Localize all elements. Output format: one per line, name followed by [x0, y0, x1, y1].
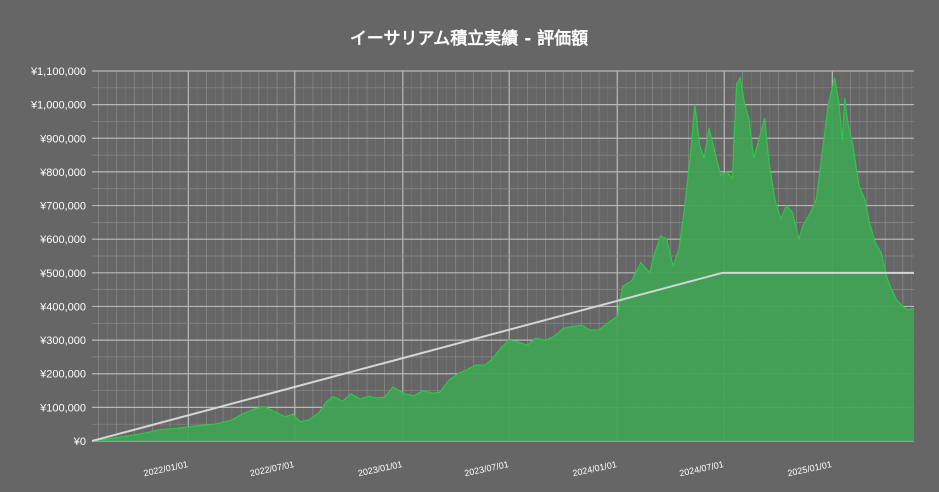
y-tick-label: ¥600,000 [39, 234, 86, 246]
y-axis-ticks: ¥0 ¥100,000 ¥200,000 ¥300,000 ¥400,000 ¥500,0… [30, 66, 86, 448]
line-layer [91, 271, 914, 442]
x-tick-label: 2024/01/01 [572, 459, 618, 478]
y-tick-label: ¥0 [73, 436, 86, 448]
x-axis-ticks: 2022/01/01 2022/07/01 2023/01/01 2023/07/01… [143, 459, 833, 478]
chart-title: イーサリアム積立実績 ‐ 評価額 [350, 28, 588, 49]
valuation-line [91, 75, 915, 442]
x-tick-label: 2024/07/01 [678, 459, 724, 478]
area-layer [91, 75, 915, 442]
x-tick-label: 2022/07/01 [249, 459, 295, 478]
y-tick-label: ¥500,000 [39, 268, 86, 280]
x-tick-label: 2022/01/01 [143, 459, 189, 478]
y-tick-label: ¥900,000 [39, 133, 86, 145]
y-tick-label: ¥1,000,000 [30, 100, 86, 112]
cost-basis-line [91, 271, 914, 442]
y-tick-label: ¥1,100,000 [30, 66, 86, 78]
y-tick-label: ¥200,000 [39, 369, 86, 381]
x-tick-label: 2023/07/01 [463, 459, 509, 478]
x-tick-label: 2023/01/01 [357, 459, 403, 478]
x-tick-label: 2025/01/01 [787, 459, 833, 478]
valuation-area [92, 77, 914, 441]
y-tick-label: ¥800,000 [39, 167, 86, 179]
y-tick-label: ¥400,000 [39, 301, 86, 313]
y-tick-label: ¥300,000 [39, 335, 86, 347]
y-tick-label: ¥100,000 [39, 402, 86, 414]
y-tick-label: ¥700,000 [39, 201, 86, 213]
